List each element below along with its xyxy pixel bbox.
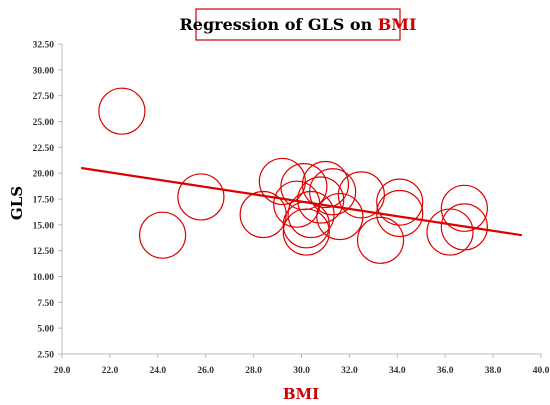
scatter-point [440, 184, 488, 232]
x-tick-label: 26.0 [197, 366, 214, 376]
chart-title: Regression of GLS on BMI [180, 8, 417, 41]
title-text: Regression of GLS on BMI [180, 15, 417, 34]
title-box [195, 8, 401, 41]
scatter-point [98, 87, 146, 135]
y-tick-label: 30.00 [33, 66, 55, 76]
x-tick-label: 36.0 [437, 366, 454, 376]
scatter-points [98, 87, 488, 264]
scatter-point [297, 176, 345, 224]
y-tick-label: 5.00 [37, 325, 54, 335]
scatter-point [440, 203, 488, 251]
y-axis-ticks: 2.50 5.00 7.50 10.00 12.50 15.00 17.50 20.00 22.… [33, 41, 62, 361]
y-tick-label: 22.50 [33, 144, 55, 154]
y-tick-label: 32.50 [33, 41, 55, 51]
x-axis-ticks: 20.0 22.0 24.0 26.0 28.0 30.0 32.0 34.0 36.0 38.0… [54, 354, 550, 376]
scatter-point [282, 208, 330, 256]
x-tick-label: 32.0 [341, 366, 358, 376]
title-prefix: Regression of GLS on [180, 15, 378, 34]
y-tick-label: 2.50 [37, 351, 54, 361]
x-axis-label: BMI [283, 385, 319, 403]
y-tick-label: 20.00 [33, 170, 55, 180]
y-tick-label: 17.50 [33, 196, 55, 206]
y-tick-label: 7.50 [37, 299, 54, 309]
x-tick-label: 24.0 [149, 366, 166, 376]
x-tick-label: 22.0 [102, 366, 119, 376]
x-tick-label: 38.0 [485, 366, 502, 376]
title-highlight: BMI [378, 15, 417, 34]
scatter-point [376, 178, 424, 226]
scatter-point [356, 216, 405, 264]
y-tick-label: 10.00 [33, 273, 55, 283]
y-tick-label: 25.00 [33, 118, 55, 128]
scatter-point [177, 173, 225, 221]
x-tick-label: 34.0 [389, 366, 406, 376]
scatter-point [301, 160, 350, 209]
scatter-point [138, 211, 187, 259]
scatter-point [337, 171, 385, 219]
y-tick-label: 27.50 [33, 92, 55, 102]
regression-line [80, 166, 523, 237]
scatter-point [426, 208, 474, 256]
x-tick-label: 40.0 [533, 366, 550, 376]
y-axis-label: GLS [8, 186, 26, 220]
y-tick-label: 12.50 [33, 247, 55, 257]
y-tick-label: 15.00 [33, 221, 55, 231]
scatter-point [258, 157, 306, 206]
scatter-point [316, 192, 364, 241]
x-tick-label: 30.0 [293, 366, 310, 376]
scatter-point [309, 168, 357, 216]
x-tick-label: 28.0 [245, 366, 262, 376]
x-tick-label: 20.0 [54, 366, 71, 376]
